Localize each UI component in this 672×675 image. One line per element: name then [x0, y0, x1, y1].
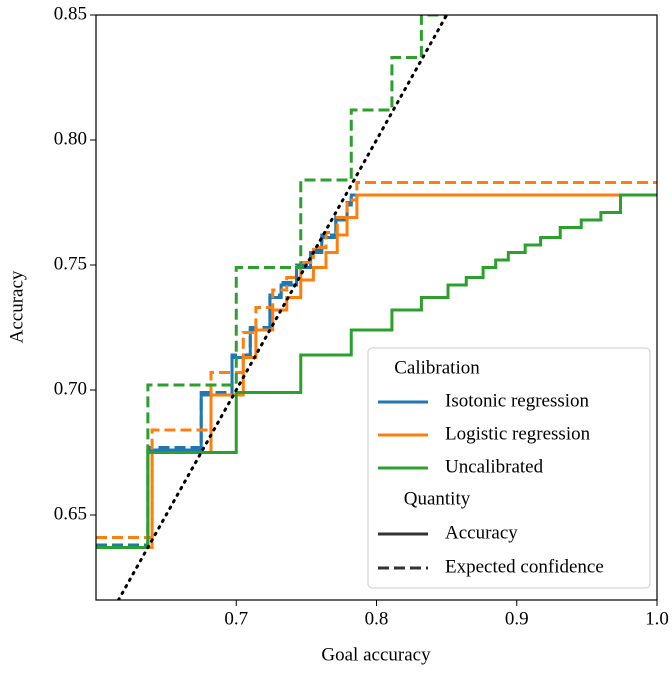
plot-area	[96, 15, 657, 600]
legend-label: Uncalibrated	[445, 456, 544, 477]
legend-label: Expected confidence	[445, 556, 604, 577]
legend: Calibration Isotonic regression Logistic r…	[367, 347, 651, 589]
legend-box	[367, 347, 651, 589]
x-tick-label: 0.7	[224, 608, 248, 629]
x-axis-label: Goal accuracy	[321, 644, 431, 665]
legend-title: Quantity	[404, 488, 471, 509]
x-tick-label: 1.0	[645, 608, 669, 629]
identity-line	[116, 15, 449, 600]
step-line	[96, 193, 657, 549]
y-axis-label: Accuracy	[6, 270, 27, 343]
step-line	[96, 193, 657, 549]
step-line	[96, 193, 657, 549]
legend-label: Accuracy	[445, 522, 518, 543]
x-tick-label: 0.9	[505, 608, 529, 629]
y-tick-label: 0.80	[54, 128, 87, 149]
legend-label: Logistic regression	[445, 423, 591, 444]
y-tick-label: 0.85	[54, 3, 87, 24]
step-line	[96, 181, 657, 539]
x-tick-label: 0.8	[365, 608, 389, 629]
y-tick-label: 0.75	[54, 253, 87, 274]
y-tick-label: 0.65	[54, 503, 87, 524]
step-line	[96, 15, 449, 549]
y-tick-label: 0.70	[54, 378, 87, 399]
legend-title: Calibration	[394, 357, 480, 378]
legend-label: Isotonic regression	[445, 390, 590, 411]
